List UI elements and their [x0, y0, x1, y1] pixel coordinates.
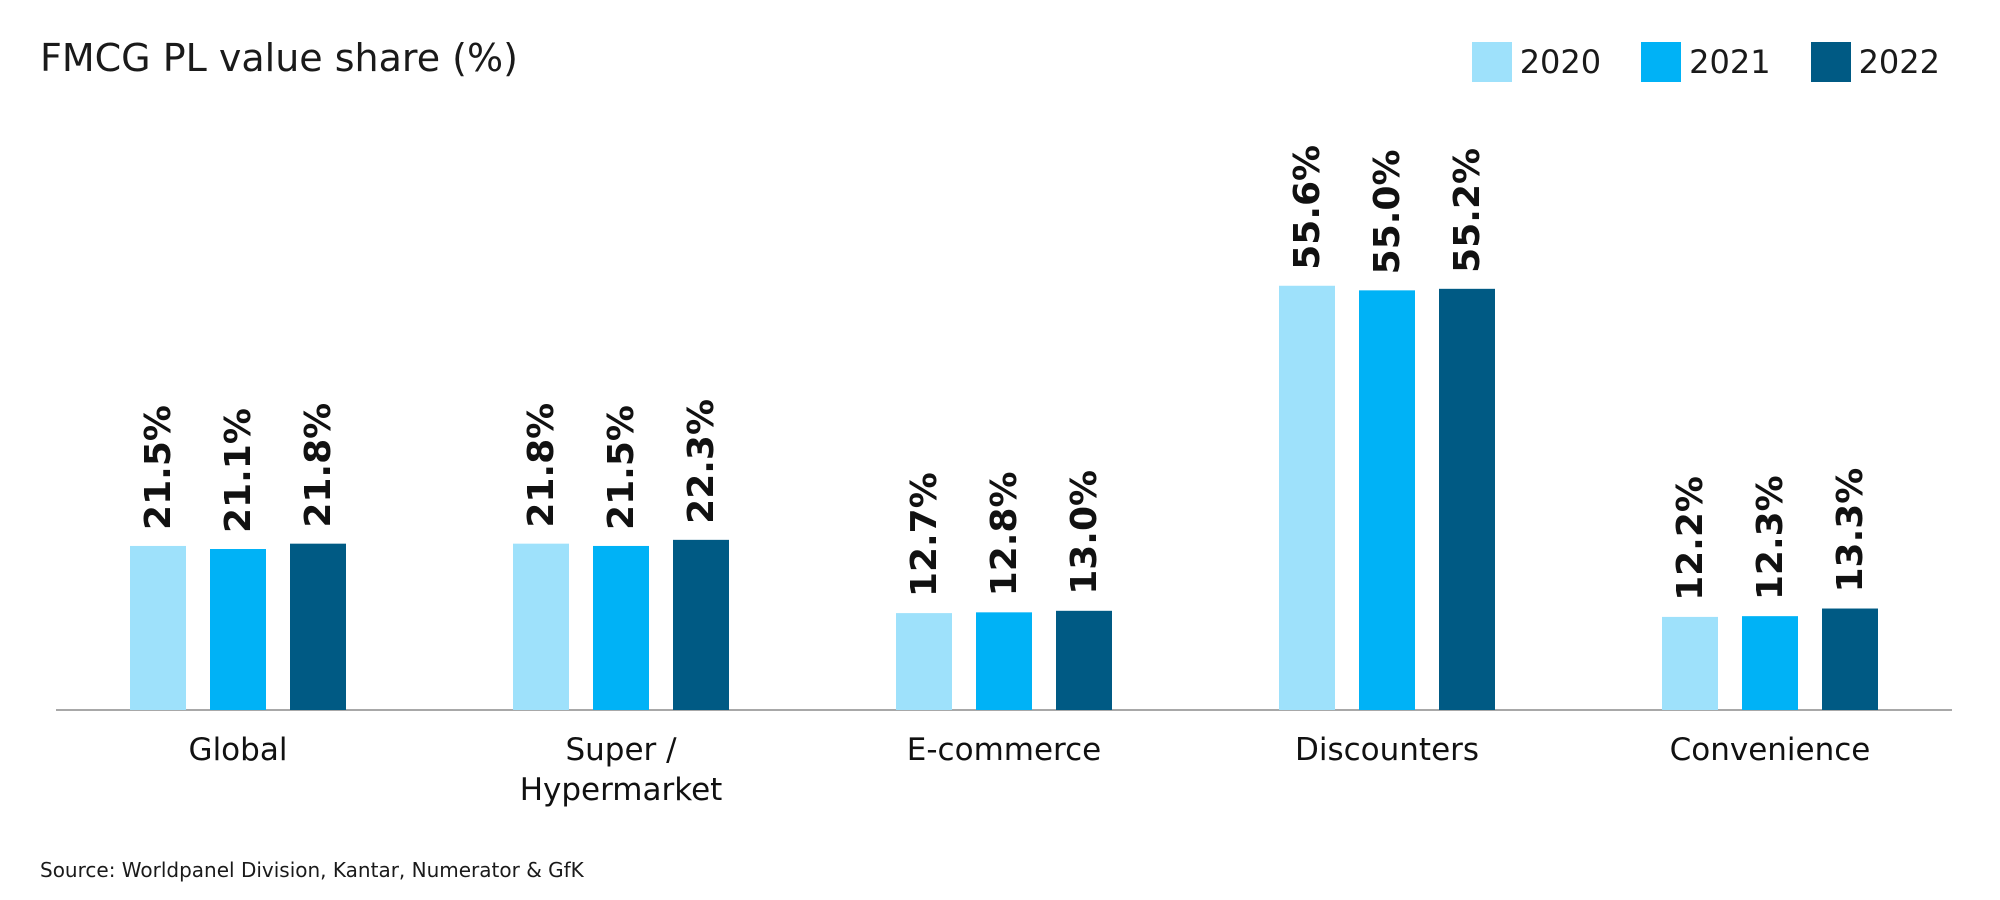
legend-swatch-2022: [1810, 42, 1851, 82]
data-label-2022-2: 13.0%: [1064, 470, 1105, 595]
data-label-2020-3: 55.6%: [1287, 145, 1328, 270]
data-label-2021-0: 21.1%: [218, 408, 259, 533]
category-label-3: Discounters: [1295, 732, 1479, 768]
data-label-2022-3: 55.2%: [1447, 148, 1488, 273]
category-label-2: E-commerce: [907, 732, 1101, 768]
chart-title: FMCG PL value share (%): [40, 36, 518, 80]
bar-2022-4: [1822, 608, 1878, 710]
data-label-2021-4: 12.3%: [1750, 475, 1791, 600]
data-label-2021-2: 12.8%: [984, 471, 1025, 596]
bar-2021-1: [593, 545, 649, 710]
data-label-2020-4: 12.2%: [1670, 476, 1711, 601]
bar-2020-3: [1279, 285, 1335, 710]
category-label-4: Convenience: [1670, 732, 1871, 768]
bar-2021-2: [976, 612, 1032, 710]
bar-2021-0: [210, 549, 266, 710]
legend-item-2021: 2021: [1641, 42, 1771, 82]
bar-2022-1: [673, 539, 729, 710]
category-label-0: Global: [189, 732, 288, 768]
bar-2021-3: [1359, 290, 1415, 710]
bar-2022-2: [1056, 610, 1112, 710]
legend-item-2020: 2020: [1471, 42, 1602, 82]
source-note: Source: Worldpanel Division, Kantar, Num…: [40, 858, 584, 882]
data-label-2022-4: 13.3%: [1830, 468, 1871, 593]
data-label-2020-0: 21.5%: [138, 405, 179, 530]
data-label-2021-1: 21.5%: [601, 405, 642, 530]
bar-2021-4: [1742, 616, 1798, 710]
data-label-2020-2: 12.7%: [904, 472, 945, 597]
bar-2022-3: [1439, 288, 1495, 710]
legend-label-2020: 2020: [1519, 43, 1602, 81]
legend: 2020 2021 2022: [1471, 42, 1940, 82]
bar-2020-1: [513, 543, 569, 710]
bar-2022-0: [290, 543, 346, 710]
bar-2020-4: [1662, 616, 1718, 710]
bar-2020-0: [130, 545, 186, 710]
data-label-2022-1: 22.3%: [681, 399, 722, 524]
data-label-2020-1: 21.8%: [521, 403, 562, 528]
category-label-1-line0: Super /: [565, 732, 677, 768]
bar-2020-2: [896, 613, 952, 710]
legend-label-2022: 2022: [1858, 43, 1940, 81]
legend-item-2022: 2022: [1810, 42, 1940, 82]
data-label-2021-3: 55.0%: [1367, 149, 1408, 274]
legend-swatch-2020: [1471, 42, 1512, 82]
legend-label-2021: 2021: [1689, 43, 1771, 81]
category-label-1-line1: Hypermarket: [520, 772, 723, 808]
data-label-2022-0: 21.8%: [298, 403, 339, 528]
legend-swatch-2021: [1641, 42, 1682, 82]
